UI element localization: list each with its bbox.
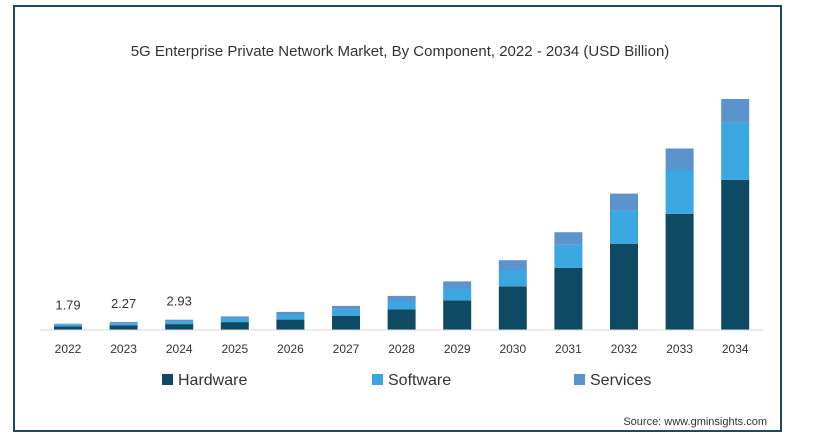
bar-services-2034 bbox=[721, 99, 750, 123]
x-tick-label-2034: 2034 bbox=[722, 342, 749, 356]
x-tick-label-2025: 2025 bbox=[221, 342, 248, 356]
bar-software-2029 bbox=[443, 289, 472, 301]
legend-label-hardware: Hardware bbox=[178, 372, 247, 389]
bar-hardware-2032 bbox=[610, 243, 638, 330]
bar-hardware-2022 bbox=[54, 326, 82, 330]
bar-hardware-2024 bbox=[165, 324, 194, 330]
bar-services-2029 bbox=[443, 281, 472, 289]
x-tick-label-2032: 2032 bbox=[611, 342, 638, 356]
legend: Hardware Software Services bbox=[162, 372, 651, 389]
legend-swatch-hardware bbox=[162, 374, 173, 385]
bar-hardware-2026 bbox=[276, 319, 305, 330]
data-labels: 1.79 2.27 2.93 bbox=[55, 294, 192, 313]
bar-hardware-2029 bbox=[443, 300, 472, 330]
data-label-2022: 1.79 bbox=[55, 298, 80, 313]
bar-hardware-2031 bbox=[554, 267, 583, 330]
bar-hardware-2033 bbox=[665, 213, 694, 330]
bar-software-2028 bbox=[387, 301, 416, 310]
bar-software-2033 bbox=[665, 169, 694, 214]
bar-services-2026 bbox=[276, 311, 305, 315]
bar-software-2023 bbox=[109, 323, 138, 326]
bar-services-2025 bbox=[220, 316, 249, 319]
bar-services-2023 bbox=[109, 322, 138, 324]
bar-services-2027 bbox=[332, 305, 360, 310]
legend-swatch-services bbox=[574, 374, 585, 385]
x-tick-label-2022: 2022 bbox=[55, 342, 82, 356]
bar-software-2025 bbox=[220, 318, 249, 323]
x-tick-label-2026: 2026 bbox=[277, 342, 304, 356]
legend-label-software: Software bbox=[388, 372, 451, 389]
bar-hardware-2025 bbox=[220, 322, 249, 330]
bar-software-2034 bbox=[721, 122, 750, 180]
source-note: Source: www.gminsights.com bbox=[623, 416, 767, 428]
bar-services-2024 bbox=[165, 319, 194, 322]
bar-software-2031 bbox=[554, 244, 583, 268]
bar-hardware-2023 bbox=[109, 325, 138, 330]
bar-services-2022 bbox=[54, 323, 82, 325]
x-tick-labels: 2022 2023 2024 2025 2026 2027 2028 2029 2030 2031… bbox=[55, 342, 749, 356]
x-tick-label-2023: 2023 bbox=[110, 342, 137, 356]
x-tick-label-2030: 2030 bbox=[499, 342, 526, 356]
bar-services-2030 bbox=[498, 260, 527, 271]
bar-software-2024 bbox=[165, 321, 194, 325]
bar-software-2022 bbox=[54, 324, 82, 327]
bar-software-2032 bbox=[610, 210, 638, 244]
bar-hardware-2030 bbox=[498, 286, 527, 330]
chart-frame: 5G Enterprise Private Network Market, By… bbox=[13, 5, 782, 432]
bar-services-2031 bbox=[554, 232, 583, 245]
bar-services-2028 bbox=[387, 295, 416, 301]
bar-hardware-2028 bbox=[387, 309, 416, 330]
x-tick-label-2029: 2029 bbox=[444, 342, 471, 356]
legend-label-services: Services bbox=[590, 372, 651, 389]
bar-services-2032 bbox=[610, 193, 638, 211]
bar-hardware-2027 bbox=[332, 315, 360, 330]
x-tick-label-2031: 2031 bbox=[555, 342, 582, 356]
bar-hardware-2034 bbox=[721, 179, 750, 330]
bars-group bbox=[54, 99, 750, 330]
stacked-bar-chart: 5G Enterprise Private Network Market, By… bbox=[40, 43, 767, 428]
data-label-2023: 2.27 bbox=[111, 296, 136, 311]
x-tick-label-2027: 2027 bbox=[333, 342, 360, 356]
bar-software-2027 bbox=[332, 309, 360, 316]
x-tick-label-2028: 2028 bbox=[388, 342, 415, 356]
data-label-2024: 2.93 bbox=[167, 294, 192, 309]
bar-software-2030 bbox=[498, 270, 527, 287]
x-tick-label-2024: 2024 bbox=[166, 342, 193, 356]
x-tick-label-2033: 2033 bbox=[666, 342, 693, 356]
chart-title: 5G Enterprise Private Network Market, By… bbox=[131, 43, 670, 60]
bar-software-2026 bbox=[276, 315, 305, 320]
legend-swatch-software bbox=[372, 374, 383, 385]
bar-services-2033 bbox=[665, 148, 694, 170]
